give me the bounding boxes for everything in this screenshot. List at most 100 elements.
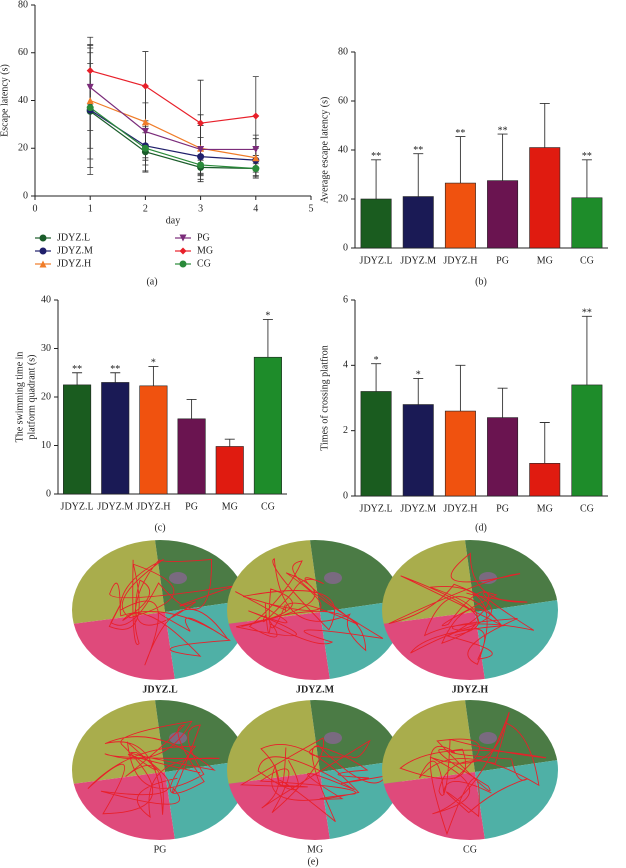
significance: * xyxy=(265,311,270,322)
bar xyxy=(402,404,434,497)
bar xyxy=(360,391,392,497)
significance: * xyxy=(151,358,156,369)
y-tick-label: 6 xyxy=(343,294,348,305)
panel-caption: (e) xyxy=(307,856,318,867)
platform xyxy=(324,732,342,744)
x-tick-label: 1 xyxy=(88,203,93,214)
series-line xyxy=(89,99,256,159)
y-axis-label: The swimming time in xyxy=(14,352,25,443)
x-tick-label: PG xyxy=(496,503,509,514)
bar xyxy=(444,410,476,497)
y-tick-label: 40 xyxy=(338,144,348,155)
point xyxy=(197,119,205,127)
track-image xyxy=(227,700,403,840)
y-tick-label: 0 xyxy=(46,488,51,499)
series-line xyxy=(89,107,256,170)
y-tick-label: 4 xyxy=(343,360,348,371)
x-tick-label: 0 xyxy=(33,203,38,214)
point xyxy=(197,161,205,169)
bar xyxy=(402,196,434,249)
platform xyxy=(169,572,187,584)
error-bar xyxy=(455,136,466,184)
significance: * xyxy=(374,355,379,366)
legend-label: PG xyxy=(197,232,210,243)
error-bar xyxy=(262,318,273,358)
y-tick-label: 80 xyxy=(338,46,348,57)
track-image xyxy=(382,700,558,840)
panel-caption: (a) xyxy=(146,276,157,287)
point xyxy=(86,67,94,75)
bar xyxy=(63,384,92,495)
x-tick-label: JDYZ.H xyxy=(443,255,477,266)
track-label: JDYZ.L xyxy=(142,684,178,695)
x-tick-label: JDYZ.M xyxy=(400,255,436,266)
legend-label: JDYZ.M xyxy=(57,245,93,256)
error-bar xyxy=(497,387,508,418)
track-label: PG xyxy=(154,844,167,855)
y-axis-label: Average escape latency (s) xyxy=(319,97,330,204)
bar xyxy=(177,418,206,495)
quadrant xyxy=(227,612,330,680)
swim-path xyxy=(87,720,220,819)
track-image xyxy=(72,700,248,840)
y-tick-label: 40 xyxy=(41,294,51,305)
x-tick-label: JDYZ.H xyxy=(443,503,477,514)
platform xyxy=(479,572,497,584)
y-axis-label: Escape latency (s) xyxy=(0,64,10,137)
y-tick-label: 0 xyxy=(23,190,28,201)
x-tick-label: JDYZ.L xyxy=(360,255,393,266)
error-bar xyxy=(371,363,382,392)
point xyxy=(141,118,149,126)
error-bar xyxy=(110,372,121,383)
y-tick-label: 60 xyxy=(18,47,28,58)
point xyxy=(86,83,94,91)
quadrant xyxy=(382,612,485,680)
error-bar xyxy=(413,377,424,405)
point xyxy=(39,247,47,255)
y-tick-label: 40 xyxy=(18,95,28,106)
error-bar xyxy=(72,372,83,385)
bar xyxy=(444,182,476,249)
swim-path xyxy=(399,711,547,836)
point xyxy=(179,247,187,255)
x-tick-label: MG xyxy=(222,501,238,512)
x-tick-label: JDYZ.M xyxy=(97,501,133,512)
point xyxy=(141,144,149,152)
error-bar xyxy=(413,153,424,197)
swim-path xyxy=(239,737,387,822)
platform xyxy=(479,732,497,744)
x-tick-label: 5 xyxy=(309,203,314,214)
swim-path xyxy=(388,552,535,665)
platform xyxy=(324,572,342,584)
x-tick-label: 3 xyxy=(198,203,203,214)
point xyxy=(252,165,260,173)
y-axis-label: Times of crossing platfron xyxy=(319,345,330,450)
x-axis-label: day xyxy=(166,215,180,226)
x-tick-label: CG xyxy=(580,503,594,514)
bar xyxy=(139,385,168,495)
x-tick-label: PG xyxy=(496,255,509,266)
error-bar xyxy=(539,422,550,464)
swim-path xyxy=(108,558,237,666)
swim-path xyxy=(235,558,384,652)
legend-label: CG xyxy=(197,258,211,269)
error-bar xyxy=(148,365,159,386)
point xyxy=(141,82,149,90)
y-tick-label: 20 xyxy=(338,193,348,204)
error-bar xyxy=(581,315,592,385)
track-label: CG xyxy=(463,844,477,855)
point xyxy=(179,260,187,268)
track-label: JDYZ.M xyxy=(296,684,335,695)
error-bar xyxy=(371,159,382,199)
significance: ** xyxy=(413,145,423,156)
significance: ** xyxy=(110,364,120,375)
error-bar xyxy=(455,364,466,412)
significance: ** xyxy=(455,128,465,139)
point xyxy=(179,234,187,242)
y-axis-label: platform quadrant (s) xyxy=(26,355,37,440)
significance: ** xyxy=(582,308,592,319)
bar xyxy=(487,417,519,497)
track-label: MG xyxy=(307,844,323,855)
bar xyxy=(571,197,603,249)
